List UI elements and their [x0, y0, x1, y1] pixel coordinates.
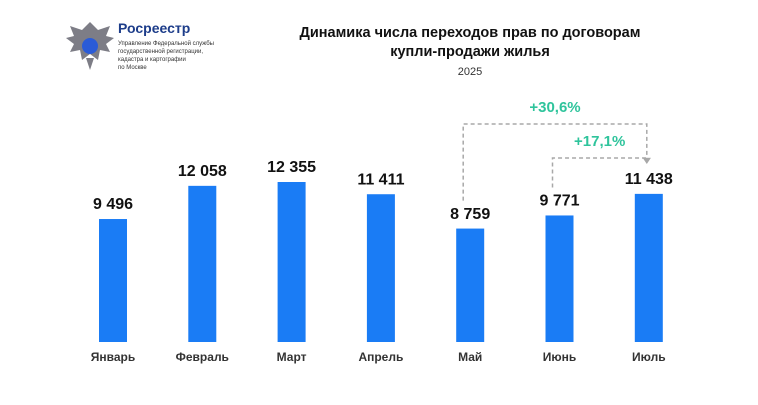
x-tick-label: Июнь — [543, 350, 577, 364]
bar — [99, 219, 127, 342]
org-name: Росреестр — [118, 20, 191, 36]
value-label: 9 496 — [93, 196, 133, 213]
org-line: кадастра и картографии — [118, 57, 186, 63]
x-tick-label: Январь — [91, 350, 135, 364]
value-label: 8 759 — [450, 206, 490, 223]
bar — [188, 185, 217, 342]
bar — [277, 182, 306, 342]
value-label: 9 771 — [539, 193, 579, 210]
comparison-arrow — [462, 123, 648, 201]
annotation: +30,6% — [529, 99, 580, 116]
bar — [634, 193, 663, 342]
logo-emblem — [66, 22, 114, 70]
comparison-arrow — [551, 157, 648, 188]
bar — [366, 194, 395, 342]
bar — [456, 228, 485, 342]
value-label: 11 411 — [357, 171, 404, 188]
org-line: по Москве — [118, 65, 147, 71]
x-tick-label: Февраль — [176, 350, 229, 364]
chart-subtitle: 2025 — [457, 66, 483, 78]
x-tick-label: Март — [277, 350, 307, 364]
annotation: +17,1% — [574, 133, 625, 150]
org-line: государственной регистрации, — [118, 49, 203, 55]
value-label: 12 355 — [267, 159, 316, 176]
value-label: 11 438 — [625, 171, 673, 188]
org-line: Управление Федеральной службы — [118, 41, 214, 47]
chart-title: Динамика числа переходов прав по договор… — [299, 25, 641, 60]
bar — [545, 215, 574, 342]
value-label: 12 058 — [178, 163, 227, 180]
x-tick-label: Май — [458, 350, 482, 364]
x-tick-label: Апрель — [358, 350, 403, 364]
x-tick-label: Июль — [632, 350, 666, 364]
arrow-head — [642, 157, 651, 164]
